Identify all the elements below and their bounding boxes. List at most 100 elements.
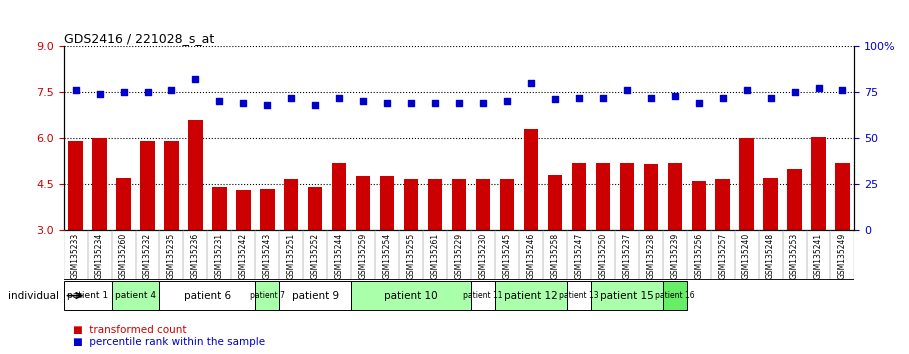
Point [500,98,514,104]
Text: patient 16: patient 16 [654,291,694,300]
Text: GSM135243: GSM135243 [263,233,272,279]
Bar [332,162,346,322]
Bar [452,179,466,322]
Text: individual: individual [8,291,59,301]
Bar [351,281,471,310]
Bar [112,281,159,310]
Bar [116,178,131,322]
Point [188,76,203,82]
Bar [207,230,232,280]
Text: GSM135260: GSM135260 [119,233,128,279]
Text: GSM135252: GSM135252 [311,233,320,279]
Text: GSM135235: GSM135235 [167,233,176,279]
Text: GSM135255: GSM135255 [406,233,415,279]
Point [620,87,634,93]
Point [644,95,658,101]
Bar [595,162,610,322]
Point [332,95,346,101]
Point [452,100,466,106]
Text: GSM135251: GSM135251 [287,233,295,279]
Point [236,100,251,106]
Bar [591,230,614,280]
Bar [112,230,135,280]
Text: GSM135242: GSM135242 [239,233,248,279]
Bar [428,179,443,322]
Text: GSM135258: GSM135258 [551,233,559,279]
Bar [734,230,759,280]
Point [380,100,395,106]
Text: patient 6: patient 6 [184,291,231,301]
Point [356,98,371,104]
Text: ■  percentile rank within the sample: ■ percentile rank within the sample [73,337,265,347]
Bar [500,179,514,322]
Bar [64,281,112,310]
Point [667,93,682,98]
Bar [285,179,298,322]
Point [212,98,226,104]
Text: patient 4: patient 4 [115,291,156,300]
Text: GSM135259: GSM135259 [359,233,367,279]
Point [284,95,298,101]
Bar [495,230,519,280]
Bar [543,230,567,280]
Bar [831,230,854,280]
Point [524,80,538,86]
Point [787,89,802,95]
Bar [663,230,686,280]
Bar [93,138,106,322]
Bar [471,230,495,280]
Text: GSM135244: GSM135244 [335,233,344,279]
Point [572,95,586,101]
Bar [184,230,207,280]
Bar [159,281,255,310]
Bar [524,129,538,322]
Bar [232,230,255,280]
Bar [260,189,275,322]
Text: GSM135229: GSM135229 [454,233,464,279]
Text: GSM135247: GSM135247 [574,233,584,279]
Bar [644,164,658,322]
Point [811,86,825,91]
Text: patient 1: patient 1 [67,291,108,300]
Text: GSM135253: GSM135253 [790,233,799,279]
Bar [64,230,87,280]
Bar [255,230,279,280]
Bar [404,179,418,322]
Bar [304,230,327,280]
Point [140,89,155,95]
Bar [495,281,567,310]
Text: GSM135231: GSM135231 [215,233,224,279]
Bar [255,281,279,310]
Bar [783,230,806,280]
Bar [327,230,351,280]
Text: GSM135230: GSM135230 [478,233,487,279]
Text: patient 10: patient 10 [385,291,438,301]
Bar [835,162,850,322]
Bar [759,230,783,280]
Point [547,97,562,102]
Point [715,95,730,101]
Bar [423,230,447,280]
Bar [764,178,778,322]
Text: patient 7: patient 7 [250,291,285,300]
Bar [471,281,495,310]
Bar [475,179,490,322]
Bar [711,230,734,280]
Text: GSM135246: GSM135246 [526,233,535,279]
Point [595,95,610,101]
Text: patient 12: patient 12 [504,291,558,301]
Point [835,87,850,93]
Text: GDS2416 / 221028_s_at: GDS2416 / 221028_s_at [64,32,214,45]
Bar [639,230,663,280]
Bar [548,175,562,322]
Text: GSM135238: GSM135238 [646,233,655,279]
Bar [812,137,825,322]
Bar [519,230,543,280]
Bar [806,230,831,280]
Bar [692,181,706,322]
Text: GSM135233: GSM135233 [71,233,80,279]
Bar [686,230,711,280]
Bar [165,141,179,322]
Bar [356,176,370,322]
Bar [87,230,112,280]
